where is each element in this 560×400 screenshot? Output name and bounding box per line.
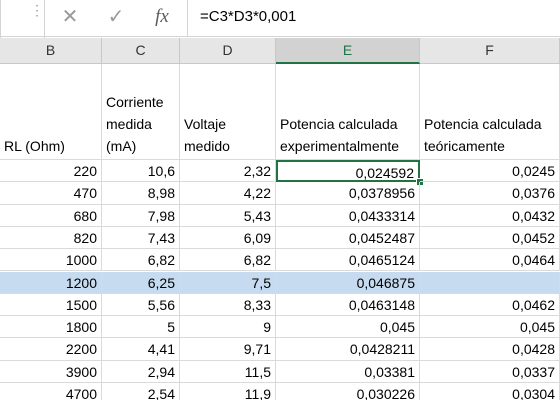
table-cell[interactable]: 0,0378956	[276, 182, 420, 205]
table-cell[interactable]: 2,94	[102, 360, 180, 383]
formula-input[interactable]: =C3*D3*0,001	[187, 0, 560, 36]
table-cell[interactable]: 0,0462	[420, 293, 560, 317]
table-cell[interactable]: 1200	[0, 271, 102, 294]
table-cell[interactable]: 9,71	[180, 338, 276, 361]
table-cell[interactable]: 3900	[0, 360, 102, 383]
table-cell[interactable]: 0,045	[420, 316, 560, 339]
table-cell[interactable]	[420, 271, 560, 294]
column-header-f[interactable]: F	[420, 38, 560, 64]
table-cell[interactable]: 1800	[0, 316, 102, 339]
table-cell[interactable]: 8,98	[102, 182, 180, 205]
column-header-e[interactable]: E	[276, 38, 420, 64]
table-cell[interactable]: 470	[0, 182, 102, 205]
table-cell[interactable]: 0,0428	[420, 338, 560, 361]
table-cell[interactable]: 0,0376	[420, 182, 560, 205]
table-cell[interactable]: 2,32	[180, 160, 276, 183]
table-cell[interactable]: 7,98	[102, 204, 180, 227]
table-cell[interactable]: 5,43	[180, 204, 276, 227]
fill-handle[interactable]	[416, 178, 424, 187]
checkmark-icon[interactable]: ✓	[107, 6, 125, 28]
table-cell[interactable]: 5,56	[102, 293, 180, 317]
column-header-b[interactable]: B	[0, 38, 102, 64]
header-cell-d[interactable]: Voltaje medido	[180, 64, 276, 160]
table-cell[interactable]: 680	[0, 204, 102, 227]
table-cell[interactable]: 0,0428211	[276, 338, 420, 361]
grip-dots-icon[interactable]: ⋮	[30, 2, 44, 18]
table-cell[interactable]: 6,09	[180, 226, 276, 250]
column-header-d[interactable]: D	[180, 38, 276, 64]
table-cell[interactable]: 5	[102, 316, 180, 339]
table-cell[interactable]: 6,25	[102, 271, 180, 294]
table-cell[interactable]: 6,82	[180, 249, 276, 272]
table-cell[interactable]: 820	[0, 226, 102, 250]
table-cell[interactable]: 9	[180, 316, 276, 339]
table-cell[interactable]: 7,43	[102, 226, 180, 250]
header-cell-f[interactable]: Potencia calculada teóricamente	[420, 64, 560, 160]
divider	[44, 0, 45, 38]
formula-bar: ⋮ ✕ ✓ fx =C3*D3*0,001	[0, 0, 560, 38]
formula-text: =C3*D3*0,001	[200, 8, 297, 25]
table-cell[interactable]: 10,6	[102, 160, 180, 183]
table-cell[interactable]: 2200	[0, 338, 102, 361]
name-box-edge	[0, 0, 1, 38]
table-cell[interactable]: 4700	[0, 383, 102, 400]
header-cell-c[interactable]: Corriente medida (mA)	[102, 64, 180, 160]
table-cell[interactable]: 0,03381	[276, 360, 420, 383]
table-cell[interactable]: 8,33	[180, 293, 276, 317]
formula-bar-border	[0, 36, 560, 37]
table-cell[interactable]: 2,54	[102, 383, 180, 400]
table-cell[interactable]: 0,030226	[276, 383, 420, 400]
table-cell[interactable]: 6,82	[102, 249, 180, 272]
table-cell[interactable]: 4,41	[102, 338, 180, 361]
table-cell[interactable]: 0,0337	[420, 360, 560, 383]
table-cell[interactable]: 0,0304	[420, 383, 560, 400]
table-cell[interactable]: 0,0464	[420, 249, 560, 272]
table-cell[interactable]: 1000	[0, 249, 102, 272]
table-cell[interactable]: 0,0433314	[276, 204, 420, 227]
close-icon[interactable]: ✕	[61, 6, 79, 28]
column-header-c[interactable]: C	[102, 38, 180, 64]
table-cell[interactable]: 0,045	[276, 316, 420, 339]
table-cell[interactable]: 0,0452487	[276, 226, 420, 250]
table-cell[interactable]: 0,0452	[420, 226, 560, 250]
table-cell[interactable]: 0,0465124	[276, 249, 420, 272]
table-cell[interactable]: 0,0432	[420, 204, 560, 227]
active-cell[interactable]: 0,024592	[276, 160, 420, 183]
insert-function-icon[interactable]: fx	[155, 6, 169, 27]
table-cell[interactable]: 0,0463148	[276, 293, 420, 317]
table-cell[interactable]: 11,5	[180, 360, 276, 383]
header-cell-e[interactable]: Potencia calculada experimentalmente	[276, 64, 420, 160]
header-cell-b[interactable]: RL (Ohm)	[0, 64, 102, 160]
table-cell[interactable]: 4,22	[180, 182, 276, 205]
table-cell[interactable]: 7,5	[180, 271, 276, 294]
table-cell[interactable]: 220	[0, 160, 102, 183]
table-cell[interactable]: 0,046875	[276, 271, 420, 294]
table-cell[interactable]: 1500	[0, 293, 102, 317]
table-cell[interactable]: 0,0245	[420, 160, 560, 183]
table-cell[interactable]: 11,9	[180, 383, 276, 400]
